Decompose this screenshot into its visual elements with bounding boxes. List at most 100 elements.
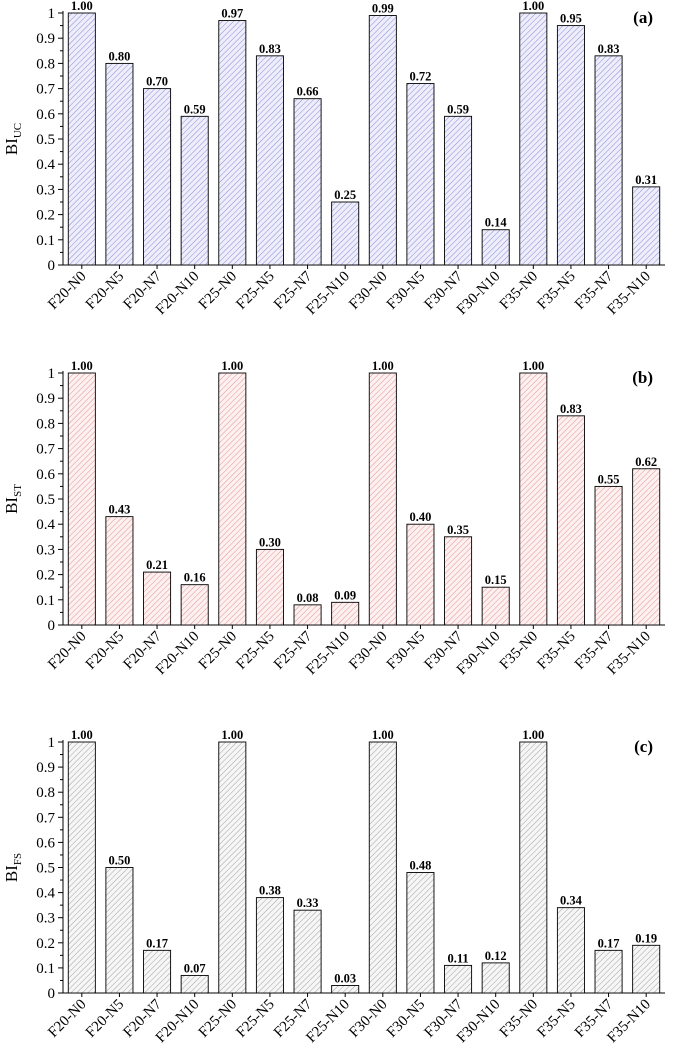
- y-axis-label: BIUC: [2, 123, 24, 155]
- y-tick-label: 0.2: [36, 936, 55, 952]
- y-tick-label: 0.5: [36, 492, 55, 508]
- y-tick-label: 0.1: [36, 593, 55, 609]
- bar-f20-n10: [180, 974, 209, 994]
- panel-label: (a): [633, 8, 653, 27]
- value-label: 1.00: [372, 728, 394, 742]
- category-label: F35-N5: [534, 629, 578, 673]
- y-axis-label-subscript: UC: [12, 123, 24, 138]
- bar-f25-n10: [331, 201, 360, 266]
- value-label: 1.00: [221, 359, 243, 373]
- value-label: 1.00: [522, 359, 544, 373]
- value-label: 0.70: [146, 75, 168, 89]
- bar-f30-n5: [406, 872, 435, 994]
- y-tick-label: 0: [48, 258, 56, 274]
- y-axis-label-main: BI: [2, 497, 21, 514]
- bar-f25-n7: [293, 909, 322, 994]
- y-tick-label: 0.7: [36, 810, 55, 826]
- bar-f20-n0: [67, 372, 96, 626]
- y-tick-label: 0.3: [36, 911, 55, 927]
- value-label: 0.50: [109, 854, 131, 868]
- bar-f30-n10: [481, 962, 510, 994]
- bar-f25-n7: [293, 604, 322, 626]
- y-tick-label: 1: [48, 366, 56, 382]
- y-tick-label: 0.6: [36, 835, 55, 851]
- y-tick-label: 0.9: [36, 31, 55, 47]
- y-tick-label: 0.8: [36, 785, 55, 801]
- bar-f35-n5: [556, 25, 585, 266]
- category-label: F35-N0: [497, 997, 541, 1041]
- value-label: 0.19: [635, 931, 657, 945]
- bar-f30-n7: [444, 964, 473, 994]
- value-label: 0.80: [109, 49, 131, 63]
- value-label: 0.40: [410, 510, 432, 524]
- category-label: F30-N0: [346, 629, 390, 673]
- y-tick-label: 0.7: [36, 82, 55, 98]
- y-tick-label: 0.3: [36, 182, 55, 198]
- value-label: 0.83: [259, 42, 281, 56]
- value-label: 0.09: [334, 588, 356, 602]
- bar-f20-n7: [143, 88, 172, 266]
- category-label: F30-N5: [384, 269, 428, 313]
- category-label: F25-N0: [196, 997, 240, 1041]
- y-tick-label: 0.6: [36, 107, 55, 123]
- bar-f30-n0: [368, 372, 397, 626]
- y-tick-label: 0.2: [36, 568, 55, 584]
- value-label: 0.08: [297, 591, 319, 605]
- bar-f25-n0: [218, 372, 247, 626]
- category-label: F30-N5: [384, 997, 428, 1041]
- value-label: 1.00: [372, 359, 394, 373]
- bar-f20-n5: [105, 62, 134, 266]
- y-tick-label: 0.1: [36, 961, 55, 977]
- bar-f30-n0: [368, 15, 397, 266]
- y-tick-label: 0.9: [36, 391, 55, 407]
- y-tick-label: 0.7: [36, 442, 55, 458]
- value-label: 0.97: [221, 7, 243, 21]
- value-label: 0.14: [485, 216, 508, 230]
- value-label: 0.48: [410, 859, 432, 873]
- bar-f20-n7: [143, 949, 172, 994]
- bar-f30-n5: [406, 523, 435, 626]
- value-label: 1.00: [71, 0, 93, 13]
- value-label: 0.21: [146, 558, 168, 572]
- category-label: F25-N5: [233, 997, 277, 1041]
- bar-f30-n7: [444, 115, 473, 266]
- value-label: 0.99: [372, 2, 394, 16]
- bar-f25-n10: [331, 601, 360, 626]
- bar-f35-n0: [519, 741, 548, 994]
- y-axis-label-subscript: ST: [12, 484, 24, 497]
- bar-f30-n5: [406, 83, 435, 266]
- y-tick-label: 1: [48, 6, 56, 22]
- bar-f30-n10: [481, 229, 510, 266]
- value-label: 1.00: [221, 728, 243, 742]
- value-label: 0.17: [146, 936, 168, 950]
- y-tick-label: 0.5: [36, 132, 55, 148]
- value-label: 0.35: [447, 523, 469, 537]
- value-label: 0.25: [334, 188, 356, 202]
- bar-f35-n0: [519, 372, 548, 626]
- value-label: 0.16: [184, 571, 206, 585]
- category-label: F35-N0: [497, 269, 541, 313]
- value-label: 0.34: [560, 894, 583, 908]
- value-label: 0.62: [635, 455, 657, 469]
- category-label: F30-N0: [346, 269, 390, 313]
- bar-f30-n10: [481, 586, 510, 626]
- bar-f20-n7: [143, 571, 172, 626]
- y-tick-label: 0.2: [36, 208, 55, 224]
- value-label: 0.38: [259, 884, 281, 898]
- category-label: F35-N5: [534, 269, 578, 313]
- category-label: F35-N5: [534, 997, 578, 1041]
- y-tick-label: 0.3: [36, 542, 55, 558]
- bar-f20-n10: [180, 115, 209, 266]
- value-label: 0.59: [447, 102, 469, 116]
- y-axis-label-main: BI: [2, 138, 21, 155]
- category-label: F20-N0: [45, 997, 89, 1041]
- y-axis-label-subscript: FS: [12, 853, 24, 865]
- bar-f35-n5: [556, 907, 585, 994]
- y-axis-label-main: BI: [2, 865, 21, 882]
- value-label: 0.83: [560, 402, 582, 416]
- category-label: F25-N5: [233, 269, 277, 313]
- category-label: F30-N0: [346, 997, 390, 1041]
- y-tick-label: 0.4: [36, 157, 55, 173]
- chart-panel-uc: 0 0.1 0.2 0.3 0.4 0.5 0.6 0.7 0.8 0.9 1 BIUC 1.00 F20…: [2, 0, 665, 318]
- value-label: 0.72: [410, 70, 432, 84]
